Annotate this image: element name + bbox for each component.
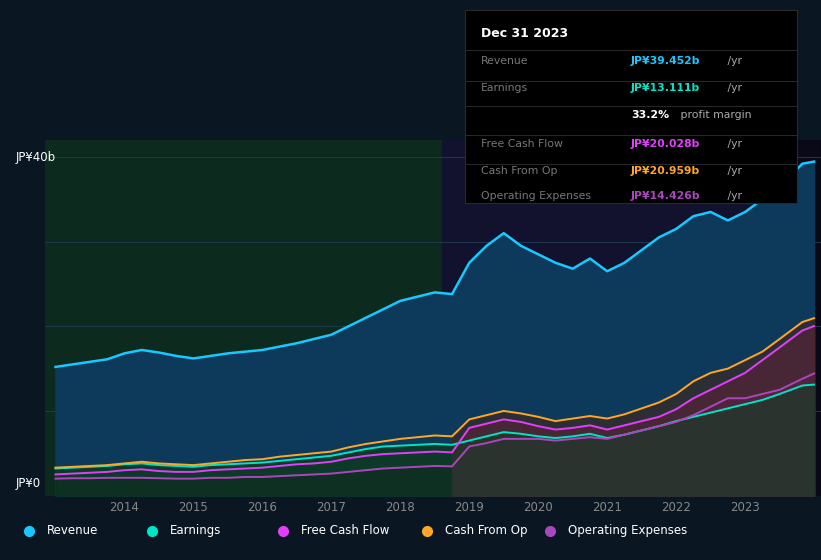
Text: /yr: /yr bbox=[724, 166, 742, 176]
Text: Dec 31 2023: Dec 31 2023 bbox=[481, 27, 568, 40]
Bar bbox=[45, 140, 442, 496]
Text: Earnings: Earnings bbox=[481, 82, 529, 92]
Text: JP¥20.028b: JP¥20.028b bbox=[631, 139, 700, 148]
Text: /yr: /yr bbox=[724, 55, 742, 66]
Text: Cash From Op: Cash From Op bbox=[445, 524, 527, 538]
Text: JP¥13.111b: JP¥13.111b bbox=[631, 82, 700, 92]
Text: Operating Expenses: Operating Expenses bbox=[568, 524, 687, 538]
Text: Free Cash Flow: Free Cash Flow bbox=[481, 139, 563, 148]
Text: JP¥39.452b: JP¥39.452b bbox=[631, 55, 700, 66]
Text: JP¥20.959b: JP¥20.959b bbox=[631, 166, 700, 176]
Text: 33.2%: 33.2% bbox=[631, 110, 669, 120]
Text: Revenue: Revenue bbox=[47, 524, 99, 538]
Text: Cash From Op: Cash From Op bbox=[481, 166, 557, 176]
Bar bbox=[783, 140, 821, 496]
Text: JP¥14.426b: JP¥14.426b bbox=[631, 191, 700, 201]
Text: JP¥0: JP¥0 bbox=[16, 477, 41, 490]
Text: profit margin: profit margin bbox=[677, 110, 752, 120]
Text: Earnings: Earnings bbox=[170, 524, 222, 538]
Text: Operating Expenses: Operating Expenses bbox=[481, 191, 591, 201]
Text: JP¥40b: JP¥40b bbox=[16, 151, 56, 164]
Text: /yr: /yr bbox=[724, 191, 742, 201]
Text: /yr: /yr bbox=[724, 139, 742, 148]
Text: Revenue: Revenue bbox=[481, 55, 529, 66]
Text: /yr: /yr bbox=[724, 82, 742, 92]
Text: Free Cash Flow: Free Cash Flow bbox=[301, 524, 390, 538]
Bar bbox=[442, 140, 821, 496]
